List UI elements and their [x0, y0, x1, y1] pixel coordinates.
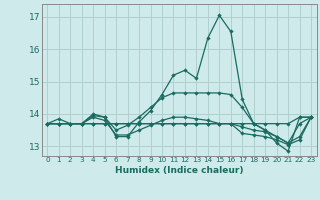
X-axis label: Humidex (Indice chaleur): Humidex (Indice chaleur)	[115, 166, 244, 175]
